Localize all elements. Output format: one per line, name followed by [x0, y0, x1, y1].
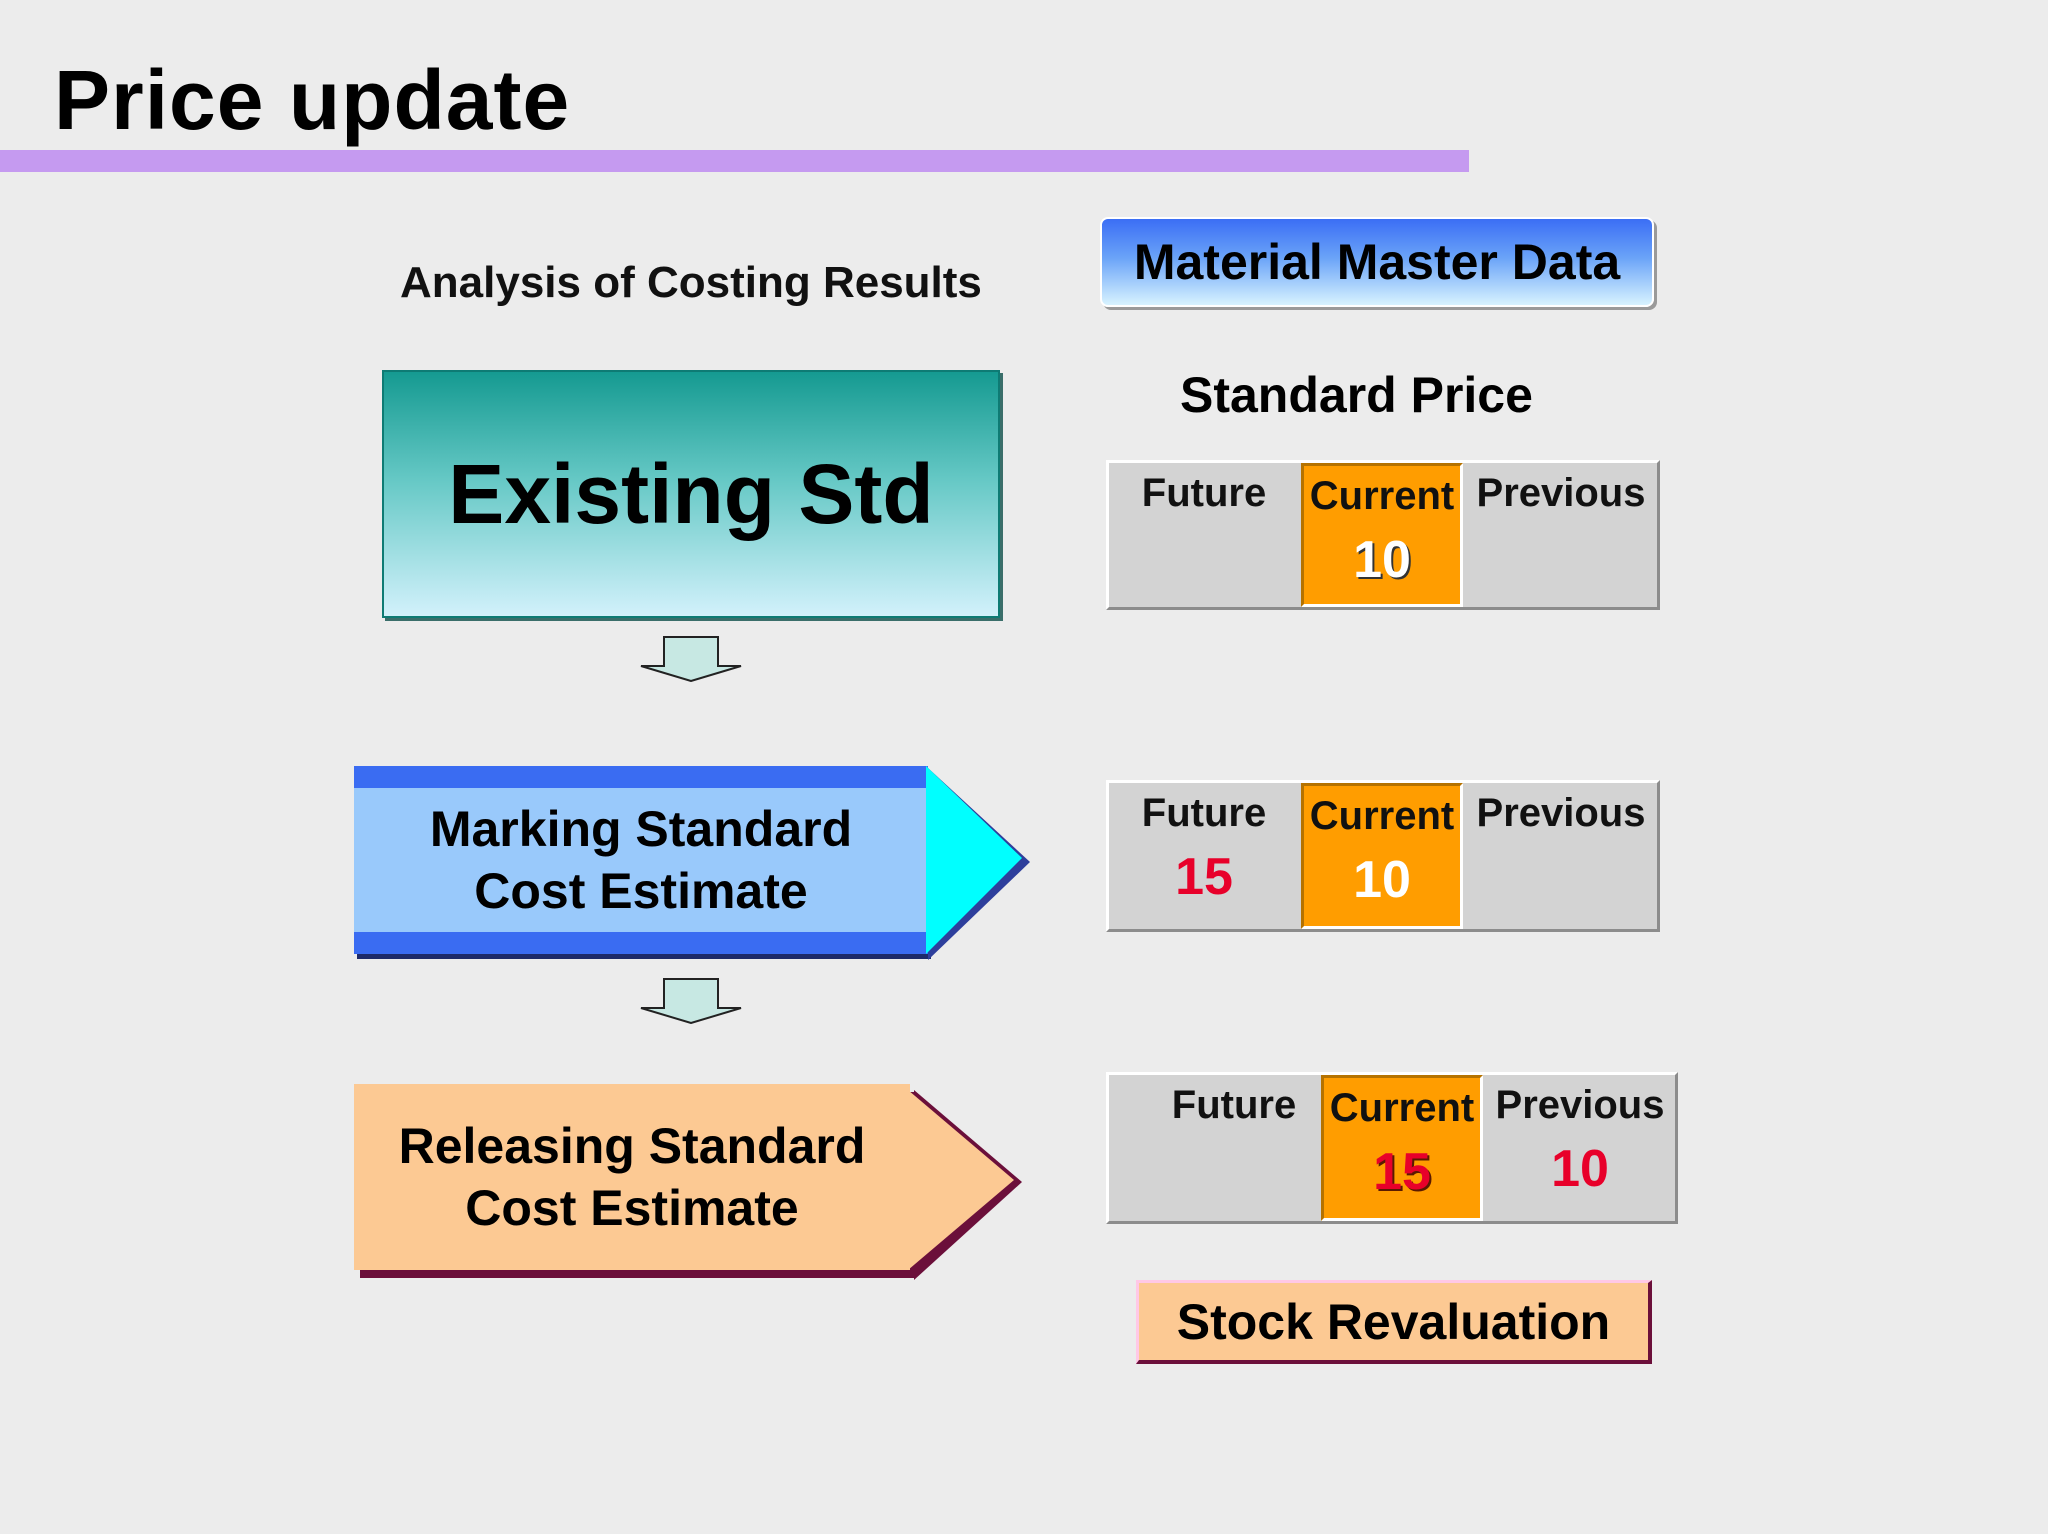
releasing-standard-box: Releasing Standard Cost Estimate [354, 1084, 910, 1270]
releasing-step: Releasing Standard Cost Estimate [354, 1084, 1034, 1284]
previous-cell: Previous [1465, 783, 1657, 929]
page-title: Price update [54, 53, 571, 147]
future-cell: Future 15 [1109, 783, 1299, 929]
previous-label: Previous [1495, 1083, 1665, 1127]
previous-cell: Previous 10 [1485, 1075, 1675, 1221]
current-value: 15 [1373, 1143, 1431, 1201]
previous-label: Previous [1476, 791, 1646, 835]
marking-label-line2: Cost Estimate [474, 863, 808, 919]
marking-arrow-icon [926, 766, 1030, 960]
price-table-releasing: Future Current 15 Previous 10 [1106, 1072, 1678, 1224]
marking-label-line1: Marking Standard [429, 801, 853, 857]
future-label: Future [1141, 791, 1267, 835]
down-arrow-icon [640, 636, 742, 682]
releasing-label-line2: Cost Estimate [465, 1180, 799, 1236]
current-label: Current [1329, 1086, 1475, 1130]
price-table-marking: Future 15 Current 10 Previous [1106, 780, 1660, 932]
current-cell: Current 10 [1301, 783, 1463, 929]
price-table-existing: Future Current 10 Previous [1106, 460, 1660, 610]
title-underline [0, 150, 1469, 172]
previous-value: 10 [1551, 1140, 1609, 1198]
releasing-label-line1: Releasing Standard [398, 1118, 866, 1174]
existing-std-box: Existing Std [382, 370, 1000, 618]
current-value: 10 [1353, 531, 1411, 589]
marking-step: Marking Standard Cost Estimate [354, 766, 1034, 960]
standard-price-heading: Standard Price [1180, 367, 1533, 423]
releasing-arrow-icon [908, 1090, 1022, 1280]
future-label: Future [1171, 1083, 1297, 1127]
future-cell: Future [1109, 463, 1299, 607]
material-master-data-label: Material Master Data [1100, 217, 1654, 307]
current-label: Current [1309, 474, 1455, 518]
future-cell: Future [1109, 1075, 1319, 1221]
stock-revaluation-box: Stock Revaluation [1136, 1280, 1652, 1364]
previous-cell: Previous [1465, 463, 1657, 607]
future-value: 15 [1175, 848, 1233, 906]
current-cell: Current 10 [1301, 463, 1463, 607]
previous-label: Previous [1476, 471, 1646, 515]
future-label: Future [1141, 471, 1267, 515]
current-value: 10 [1353, 851, 1411, 909]
current-cell: Current 15 [1321, 1075, 1483, 1221]
down-arrow-icon [640, 978, 742, 1024]
current-label: Current [1309, 794, 1455, 838]
marking-standard-box: Marking Standard Cost Estimate [354, 766, 928, 954]
costing-results-heading: Analysis of Costing Results [400, 258, 982, 307]
